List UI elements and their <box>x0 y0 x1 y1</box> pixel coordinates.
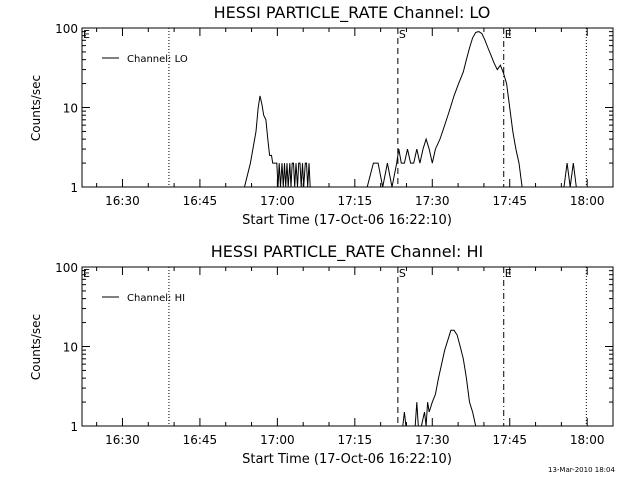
y-tick-label: 10 <box>63 341 78 355</box>
timestamp-footer: 13-Mar-2010 18:04 <box>548 466 615 474</box>
x-tick-label: 17:45 <box>492 194 527 208</box>
x-tick-label: 17:30 <box>415 194 450 208</box>
x-tick-label: 16:45 <box>183 433 218 447</box>
series-line <box>244 31 577 188</box>
chart-hi-title: HESSI PARTICLE_RATE Channel: HI <box>211 242 484 262</box>
y-tick-label: 100 <box>55 22 78 36</box>
chart-hi: HESSI PARTICLE_RATE Channel: HI Counts/s… <box>29 242 614 467</box>
legend-label: Channel: HI <box>127 293 185 304</box>
y-tick-label: 10 <box>63 102 78 116</box>
chart-hi-xlabel: Start Time (17-Oct-06 16:22:10) <box>242 452 452 467</box>
legend-label: Channel: LO <box>127 54 188 65</box>
y-tick-label: 1 <box>70 181 78 195</box>
series-line <box>402 329 477 427</box>
chart-lo-title: HESSI PARTICLE_RATE Channel: LO <box>214 3 491 23</box>
event-marker-label: E <box>83 267 90 280</box>
chart-lo: HESSI PARTICLE_RATE Channel: LO Counts/s… <box>29 3 614 228</box>
y-tick-label: 100 <box>55 261 78 275</box>
x-tick-label: 16:30 <box>105 433 140 447</box>
x-tick-label: 17:30 <box>415 433 450 447</box>
event-marker-label: E <box>83 28 90 41</box>
plot-frame <box>81 266 614 427</box>
chart-lo-xlabel: Start Time (17-Oct-06 16:22:10) <box>242 213 452 228</box>
x-tick-label: 18:00 <box>570 433 605 447</box>
plot-frame <box>81 27 614 188</box>
x-tick-label: 18:00 <box>570 194 605 208</box>
chart-lo-plot: 16:30 16:45 17:00 17:15 17:30 17:45 18:00 1 10 10… <box>55 22 614 208</box>
x-tick-label: 16:45 <box>183 194 218 208</box>
x-tick-label: 17:15 <box>338 433 373 447</box>
x-tick-label: 17:00 <box>260 194 295 208</box>
x-tick-label: 17:45 <box>492 433 527 447</box>
x-tick-label: 17:00 <box>260 433 295 447</box>
chart-hi-ylabel: Counts/sec <box>29 314 43 380</box>
event-marker-label: S <box>399 28 406 41</box>
event-marker-label: E <box>505 28 512 41</box>
event-marker-label: E <box>505 267 512 280</box>
y-tick-label: 1 <box>70 420 78 434</box>
chart-lo-ylabel: Counts/sec <box>29 75 43 141</box>
x-tick-label: 17:15 <box>338 194 373 208</box>
chart-hi-plot: 16:30 16:45 17:00 17:15 17:30 17:45 18:00 1 10 10… <box>55 261 614 447</box>
event-marker-label: S <box>399 267 406 280</box>
x-tick-label: 16:30 <box>105 194 140 208</box>
